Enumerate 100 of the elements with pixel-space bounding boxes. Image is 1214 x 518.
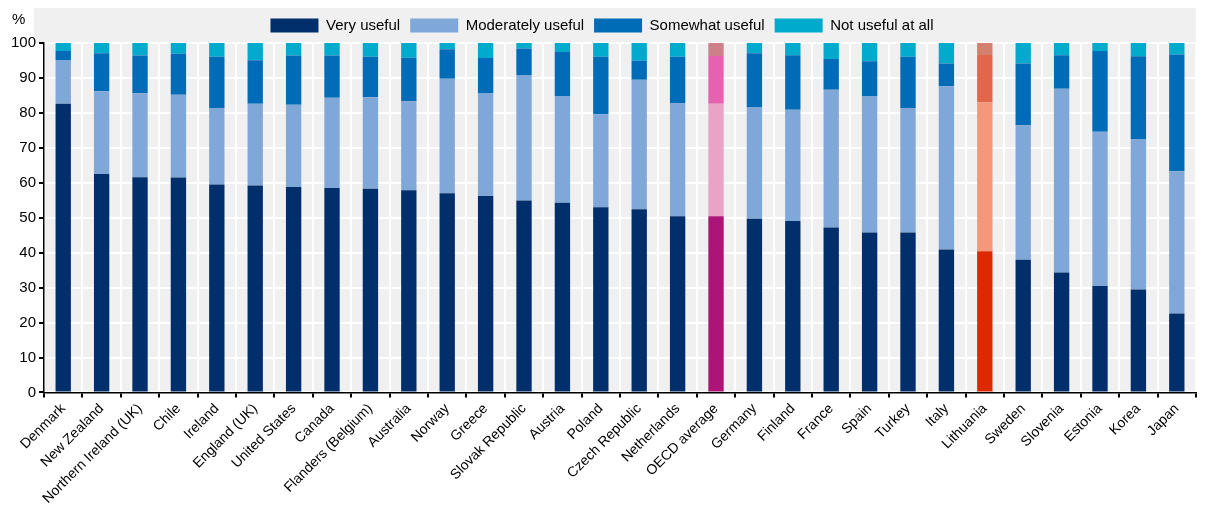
bar [324, 97, 340, 189]
bar [132, 177, 148, 392]
bar [209, 43, 225, 57]
y-axis-title: % [12, 9, 26, 27]
bar [439, 49, 455, 79]
y-tick-label: 40 [19, 242, 37, 260]
bar [439, 43, 455, 50]
bar [516, 48, 532, 76]
bar [593, 207, 609, 392]
y-tick-label: 0 [27, 382, 37, 400]
bar [554, 202, 571, 392]
bar [1169, 171, 1185, 314]
bar [631, 209, 647, 392]
bar [55, 51, 71, 61]
bar [477, 92, 494, 197]
bar [823, 227, 839, 392]
bar [977, 102, 993, 252]
bar [132, 43, 148, 56]
bar [170, 177, 187, 392]
y-tick-label: 100 [11, 33, 37, 51]
y-tick-label: 60 [19, 172, 37, 190]
bar [746, 218, 763, 392]
bar [55, 60, 71, 104]
bar [1092, 51, 1108, 132]
bar [1015, 63, 1031, 126]
bar [285, 55, 302, 105]
bar [401, 101, 417, 191]
bar [938, 63, 955, 87]
bar [1169, 43, 1185, 55]
legend-label: Not useful at all [830, 15, 934, 33]
bar [977, 54, 993, 103]
bar [938, 86, 955, 250]
bar [785, 220, 801, 392]
y-tick-label: 20 [19, 312, 37, 330]
bar [746, 106, 763, 219]
bar [1053, 272, 1070, 392]
bar [861, 43, 878, 62]
bar [93, 53, 110, 92]
bar [631, 79, 647, 210]
legend-label: Very useful [325, 15, 401, 33]
bar [285, 104, 302, 187]
bar [708, 103, 724, 217]
bar [631, 43, 647, 61]
bar [1053, 55, 1070, 89]
bar [1130, 43, 1147, 57]
bar [209, 56, 225, 109]
bar [554, 52, 571, 97]
bar [477, 196, 494, 392]
bar [1015, 125, 1031, 260]
bar [900, 232, 916, 392]
y-tick-label: 70 [19, 137, 37, 155]
bar [900, 108, 916, 233]
bar [900, 56, 916, 109]
bar [132, 55, 148, 94]
bar [132, 93, 148, 178]
y-tick-label: 80 [19, 103, 37, 121]
bar [93, 43, 110, 54]
bar [1053, 88, 1070, 273]
bar [324, 55, 340, 98]
bar [362, 43, 379, 57]
bar [593, 114, 609, 208]
bar [861, 96, 878, 233]
bar [554, 43, 571, 53]
bar [1092, 285, 1108, 392]
bar [362, 188, 379, 392]
bar [516, 75, 532, 201]
bar [1130, 289, 1147, 392]
bar [708, 216, 724, 392]
bar [516, 43, 532, 49]
bar [785, 109, 801, 221]
bar [362, 56, 379, 98]
bar [1015, 43, 1031, 64]
bar [324, 188, 340, 392]
bar [55, 43, 71, 52]
bar [977, 43, 993, 55]
bar [900, 43, 916, 57]
bar [209, 184, 225, 392]
bar [823, 43, 839, 60]
bar [746, 53, 763, 107]
bar [401, 57, 417, 102]
bar [209, 108, 225, 185]
bar [669, 56, 686, 104]
bar [439, 78, 455, 194]
bar [247, 185, 263, 392]
bar [1092, 131, 1108, 286]
bar [247, 43, 263, 61]
bar [324, 43, 340, 56]
bar [477, 43, 494, 59]
bar [285, 43, 302, 56]
legend-label: Moderately useful [465, 15, 585, 33]
bar [977, 251, 993, 392]
bar [631, 60, 647, 80]
legend-label: Somewhat useful [649, 15, 765, 33]
bar [1169, 313, 1185, 392]
bar [669, 103, 686, 217]
bar [938, 43, 955, 64]
bar [1130, 56, 1147, 140]
bar [55, 103, 71, 392]
bar [401, 43, 417, 58]
bar [708, 43, 724, 56]
